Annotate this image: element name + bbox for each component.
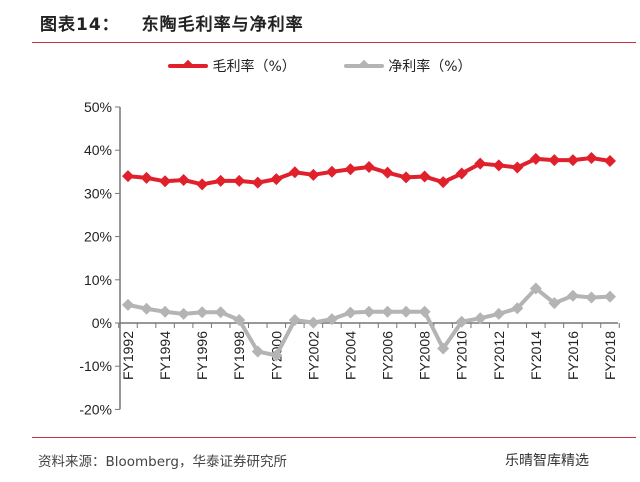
data-point-marker	[492, 307, 505, 320]
data-point-marker	[585, 291, 598, 304]
x-tick-label: FY2004	[342, 331, 358, 380]
data-point-marker	[251, 176, 264, 189]
data-point-marker	[288, 166, 301, 179]
legend-label: 毛利率（%）	[212, 59, 296, 75]
x-tick-label: FY2002	[305, 331, 321, 380]
data-point-marker	[325, 313, 338, 326]
x-tick-label: FY1996	[194, 331, 210, 380]
data-point-marker	[196, 306, 209, 319]
data-point-marker	[270, 349, 283, 362]
data-point-marker	[418, 305, 431, 318]
data-point-marker	[418, 170, 431, 183]
bottom-divider	[32, 437, 636, 438]
data-point-marker	[381, 305, 394, 318]
legend-swatch-icon	[344, 64, 385, 68]
data-point-marker	[140, 171, 153, 184]
data-point-marker	[344, 163, 357, 176]
data-point-marker	[604, 155, 616, 167]
data-point-marker	[325, 165, 338, 178]
data-point-marker	[344, 306, 357, 319]
data-point-marker	[159, 305, 172, 318]
data-point-marker	[159, 175, 172, 188]
x-tick-label: FY1994	[157, 331, 173, 380]
legend-label: 净利率（%）	[388, 59, 472, 75]
x-tick-label: FY1992	[120, 331, 136, 380]
y-tick-label: -10%	[79, 358, 112, 374]
data-point-marker	[474, 312, 487, 325]
data-point-marker	[270, 173, 283, 186]
legend-item-net-margin: 净利率（%）	[344, 56, 472, 76]
y-tick-label: 40%	[84, 142, 112, 158]
top-divider	[32, 42, 636, 43]
chart-title: 东陶毛利率与净利率	[141, 15, 304, 35]
x-tick-label: FY2012	[491, 331, 507, 380]
figure-number: 图表14：	[40, 15, 120, 35]
data-point-marker	[233, 174, 246, 187]
data-point-marker	[511, 161, 524, 174]
y-tick-label: 10%	[84, 272, 112, 288]
data-point-marker	[307, 316, 320, 329]
data-point-marker	[566, 154, 579, 167]
x-tick-label: FY2016	[565, 331, 581, 380]
source-note: 资料来源：Bloomberg，华泰证券研究所	[38, 454, 287, 470]
data-point-marker	[566, 289, 579, 302]
legend-item-gross-margin: 毛利率（%）	[168, 56, 296, 76]
data-point-marker	[511, 302, 524, 315]
data-point-marker	[233, 313, 246, 326]
data-point-marker	[548, 154, 561, 167]
y-tick-label: 30%	[84, 185, 112, 201]
data-point-marker	[196, 178, 209, 191]
data-point-marker	[492, 159, 505, 172]
data-point-marker	[214, 306, 227, 319]
data-point-marker	[474, 157, 487, 170]
data-point-marker	[400, 171, 413, 184]
data-point-marker	[437, 342, 450, 355]
data-point-marker	[455, 315, 468, 328]
data-point-marker	[251, 345, 264, 358]
data-point-marker	[177, 174, 190, 187]
data-point-marker	[381, 166, 394, 179]
x-tick-label: FY2010	[454, 331, 470, 380]
data-point-marker	[529, 152, 542, 165]
y-tick-label: 50%	[84, 99, 112, 115]
watermark: 乐晴智库精选	[505, 453, 589, 469]
data-point-marker	[363, 161, 375, 174]
data-point-marker	[363, 305, 375, 318]
y-tick-label: -20%	[79, 401, 112, 417]
data-point-marker	[307, 168, 320, 181]
data-point-marker	[548, 297, 561, 310]
x-tick-label: FY2006	[380, 331, 396, 380]
data-point-marker	[288, 313, 301, 326]
data-point-marker	[122, 298, 134, 311]
legend: 毛利率（%） 净利率（%）	[0, 56, 640, 76]
y-tick-label: 0%	[92, 315, 112, 331]
figure-title: 图表14： 东陶毛利率与净利率	[40, 10, 304, 35]
data-point-marker	[122, 170, 134, 183]
data-point-marker	[140, 302, 153, 315]
y-tick-label: 20%	[84, 229, 112, 245]
data-point-marker	[585, 151, 598, 164]
x-tick-label: FY2018	[602, 331, 618, 380]
data-point-marker	[177, 307, 190, 320]
data-point-marker	[400, 305, 413, 318]
x-tick-label: FY1998	[231, 331, 247, 380]
x-tick-label: FY2008	[417, 331, 433, 380]
data-point-marker	[604, 290, 616, 303]
data-point-marker	[214, 174, 227, 187]
legend-swatch-icon	[168, 64, 209, 68]
data-point-marker	[455, 167, 468, 180]
data-point-marker	[529, 282, 542, 295]
x-tick-label: FY2014	[528, 331, 544, 380]
data-point-marker	[437, 176, 450, 189]
